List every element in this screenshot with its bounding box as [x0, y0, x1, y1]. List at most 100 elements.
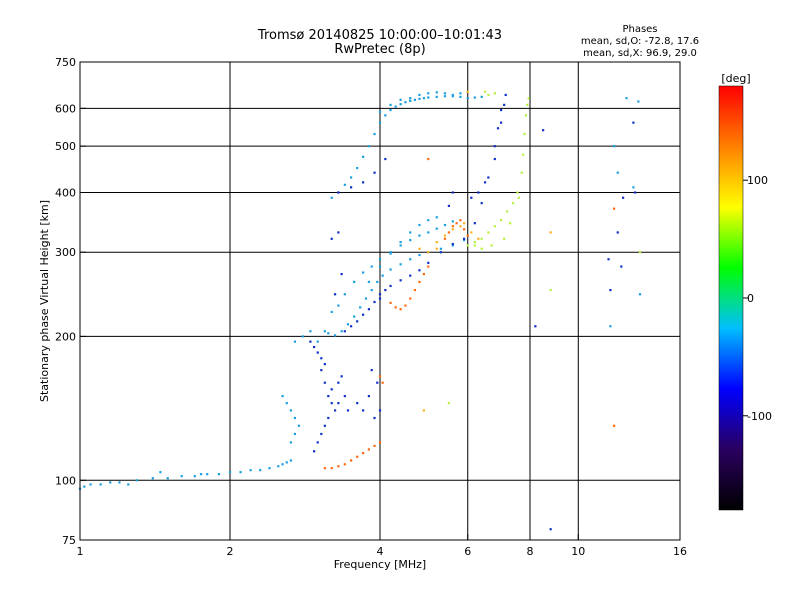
data-point [409, 274, 412, 277]
data-point [404, 304, 407, 307]
data-point [389, 108, 392, 112]
data-point [277, 465, 280, 468]
data-point [470, 231, 473, 234]
data-point [378, 375, 382, 378]
data-point [493, 145, 496, 148]
data-point [367, 308, 370, 311]
data-point [435, 216, 438, 219]
data-point [370, 369, 373, 372]
data-point [480, 247, 483, 250]
data-point [470, 196, 473, 199]
data-point [609, 288, 612, 292]
data-point [384, 288, 387, 292]
data-point [520, 171, 523, 174]
data-point [435, 227, 438, 230]
phase-line-o: mean, sd,O: -72.8, 17.6 [581, 36, 699, 47]
data-point [373, 300, 376, 304]
data-point [516, 191, 519, 194]
data-point [293, 432, 297, 436]
data-point [509, 222, 512, 225]
data-point [394, 306, 397, 309]
data-point [330, 237, 333, 240]
data-point [427, 261, 430, 264]
data-point [289, 459, 292, 462]
data-point [418, 253, 421, 257]
x-tick-label: 10 [571, 545, 585, 558]
data-point [313, 345, 316, 349]
data-point [500, 121, 503, 124]
data-point [293, 416, 297, 420]
data-point [463, 239, 466, 242]
data-point [289, 409, 292, 412]
data-point [316, 351, 319, 354]
data-point [356, 402, 359, 405]
data-point [607, 258, 610, 261]
data-point [459, 219, 462, 222]
data-point [443, 92, 447, 95]
data-point [367, 145, 370, 148]
data-point [378, 409, 382, 412]
data-point [362, 181, 365, 184]
data-point [378, 265, 382, 268]
data-point [493, 92, 496, 95]
data-point [389, 252, 392, 255]
data-point [483, 181, 487, 184]
plot-grid [80, 62, 680, 540]
data-point [512, 202, 515, 205]
data-point [389, 301, 392, 305]
data-point [409, 99, 412, 102]
data-point [435, 240, 438, 244]
data-point [330, 196, 333, 199]
data-point [451, 242, 454, 246]
y-axis-ticks: 75 100 200 300 400 500 600 750 [55, 56, 86, 547]
phase-line-x: mean, sd,X: 96.9, 29.0 [583, 48, 697, 59]
data-point [451, 244, 454, 247]
data-point [409, 239, 412, 242]
data-point [638, 293, 642, 296]
data-point [373, 132, 376, 136]
data-point [330, 310, 333, 314]
data-point [389, 251, 392, 254]
data-point [455, 222, 458, 225]
data-point [517, 196, 520, 199]
data-point [370, 265, 373, 268]
data-point [473, 244, 476, 247]
data-point [459, 225, 462, 228]
data-point [316, 441, 319, 444]
data-point [609, 325, 612, 328]
data-point [399, 308, 402, 311]
data-point [451, 191, 454, 194]
data-point [500, 108, 503, 112]
data-point [381, 274, 384, 277]
data-point [281, 463, 284, 466]
data-point [206, 473, 209, 476]
data-point [633, 191, 637, 194]
data-point [323, 363, 326, 366]
data-point [534, 325, 537, 328]
data-point [473, 96, 476, 99]
data-point [409, 258, 412, 261]
data-point [487, 176, 490, 179]
data-point [285, 402, 288, 405]
data-point [127, 483, 130, 486]
data-point [451, 228, 454, 231]
data-point [327, 332, 330, 335]
data-point [343, 183, 346, 186]
x-tick-label: 1 [77, 545, 84, 558]
data-point [487, 231, 490, 234]
y-tick-label: 200 [55, 330, 76, 343]
data-point [359, 306, 362, 309]
data-point [542, 129, 545, 132]
y-axis-label: Stationary phase Virtual Height [km] [38, 200, 51, 402]
data-point [362, 155, 365, 158]
data-point [356, 455, 359, 458]
y-tick-label: 100 [55, 474, 76, 487]
data-point [362, 313, 365, 316]
x-tick-label: 6 [464, 545, 471, 558]
data-point [309, 330, 312, 333]
data-point [384, 157, 387, 161]
data-point [333, 293, 337, 296]
data-point [166, 477, 169, 480]
data-point [625, 97, 628, 100]
data-point [353, 315, 356, 318]
